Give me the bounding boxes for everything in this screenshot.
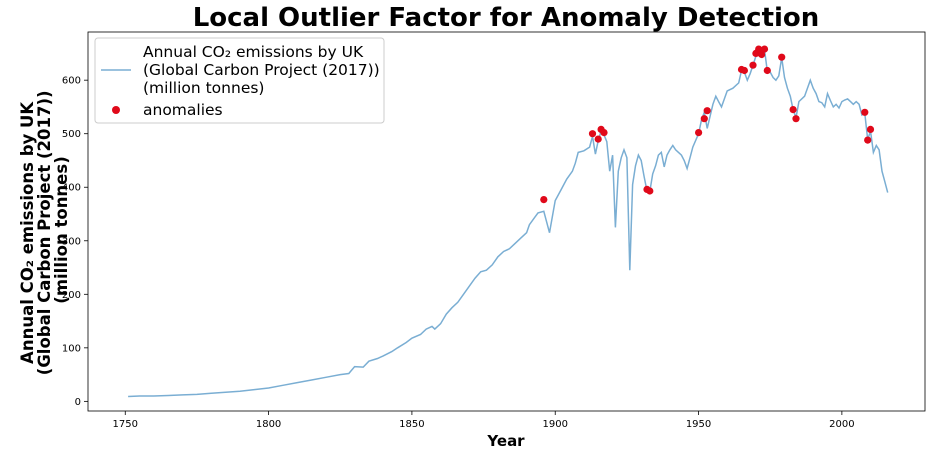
anomaly-point [763,66,771,75]
x-axis: 1750 1800 1850 1900 1950 2000 [113,411,855,430]
plot-frame [87,31,926,412]
legend-series-label-line-2: (Global Carbon Project (2017)) [143,61,380,79]
y-axis: 0 100 200 300 400 500 600 [62,76,88,408]
y-tick-label: 400 [62,183,81,194]
y-tick-label: 500 [62,129,81,140]
anomaly-point [864,136,872,144]
anomaly-point [792,115,800,123]
anomaly-point [588,130,597,138]
emissions-series-line [128,47,889,398]
anomaly-point [594,135,602,143]
legend: Annual CO₂ emissions by UK (Global Carbo… [94,37,385,124]
anomaly-point [758,50,766,59]
legend-series-label: Annual CO₂ emissions by UK (Global Carbo… [143,43,385,97]
y-axis-title-line-2: (Global Carbon Project (2017)) [35,90,54,375]
anomaly-point [695,129,703,137]
y-axis-title-line-3: (million tonnes) [52,156,71,303]
anomaly-point [600,129,608,137]
anomaly-points [540,45,875,204]
x-tick-label: 2000 [829,419,854,430]
anomaly-point [540,196,548,204]
y-tick-label: 200 [62,290,81,301]
legend-box [94,37,385,124]
y-tick-label: 100 [62,343,81,354]
y-axis-title: Annual CO₂ emissions by UK (Global Carbo… [18,85,71,376]
anomaly-point [749,61,757,69]
anomaly-point [760,45,769,53]
x-tick-label: 1800 [256,419,281,430]
x-tick-label: 1900 [543,419,568,430]
chart-title: Local Outlier Factor for Anomaly Detecti… [193,3,820,33]
legend-series-label-line-3: (million tonnes) [143,79,264,97]
anomaly-point [740,66,749,75]
anomaly-point [789,106,797,114]
x-tick-label: 1750 [113,419,138,430]
anomaly-point [703,107,711,115]
y-axis-title-line-1: Annual CO₂ emissions by UK [18,101,37,364]
y-tick-label: 600 [62,76,81,87]
legend-anomaly-swatch [112,106,120,114]
legend-anomalies-label: anomalies [143,101,223,119]
anomaly-point [866,125,875,133]
x-axis-title: Year [486,432,525,450]
legend-series-label-line-1: Annual CO₂ emissions by UK [143,43,364,61]
y-tick-label: 0 [75,397,81,408]
x-tick-label: 1950 [686,419,711,430]
anomaly-point [646,187,654,195]
anomaly-point [755,45,763,53]
anomaly-point [778,53,786,61]
anomaly-point [861,108,869,116]
anomaly-point [700,115,708,123]
x-tick-label: 1850 [399,419,424,430]
y-tick-label: 300 [62,236,81,247]
